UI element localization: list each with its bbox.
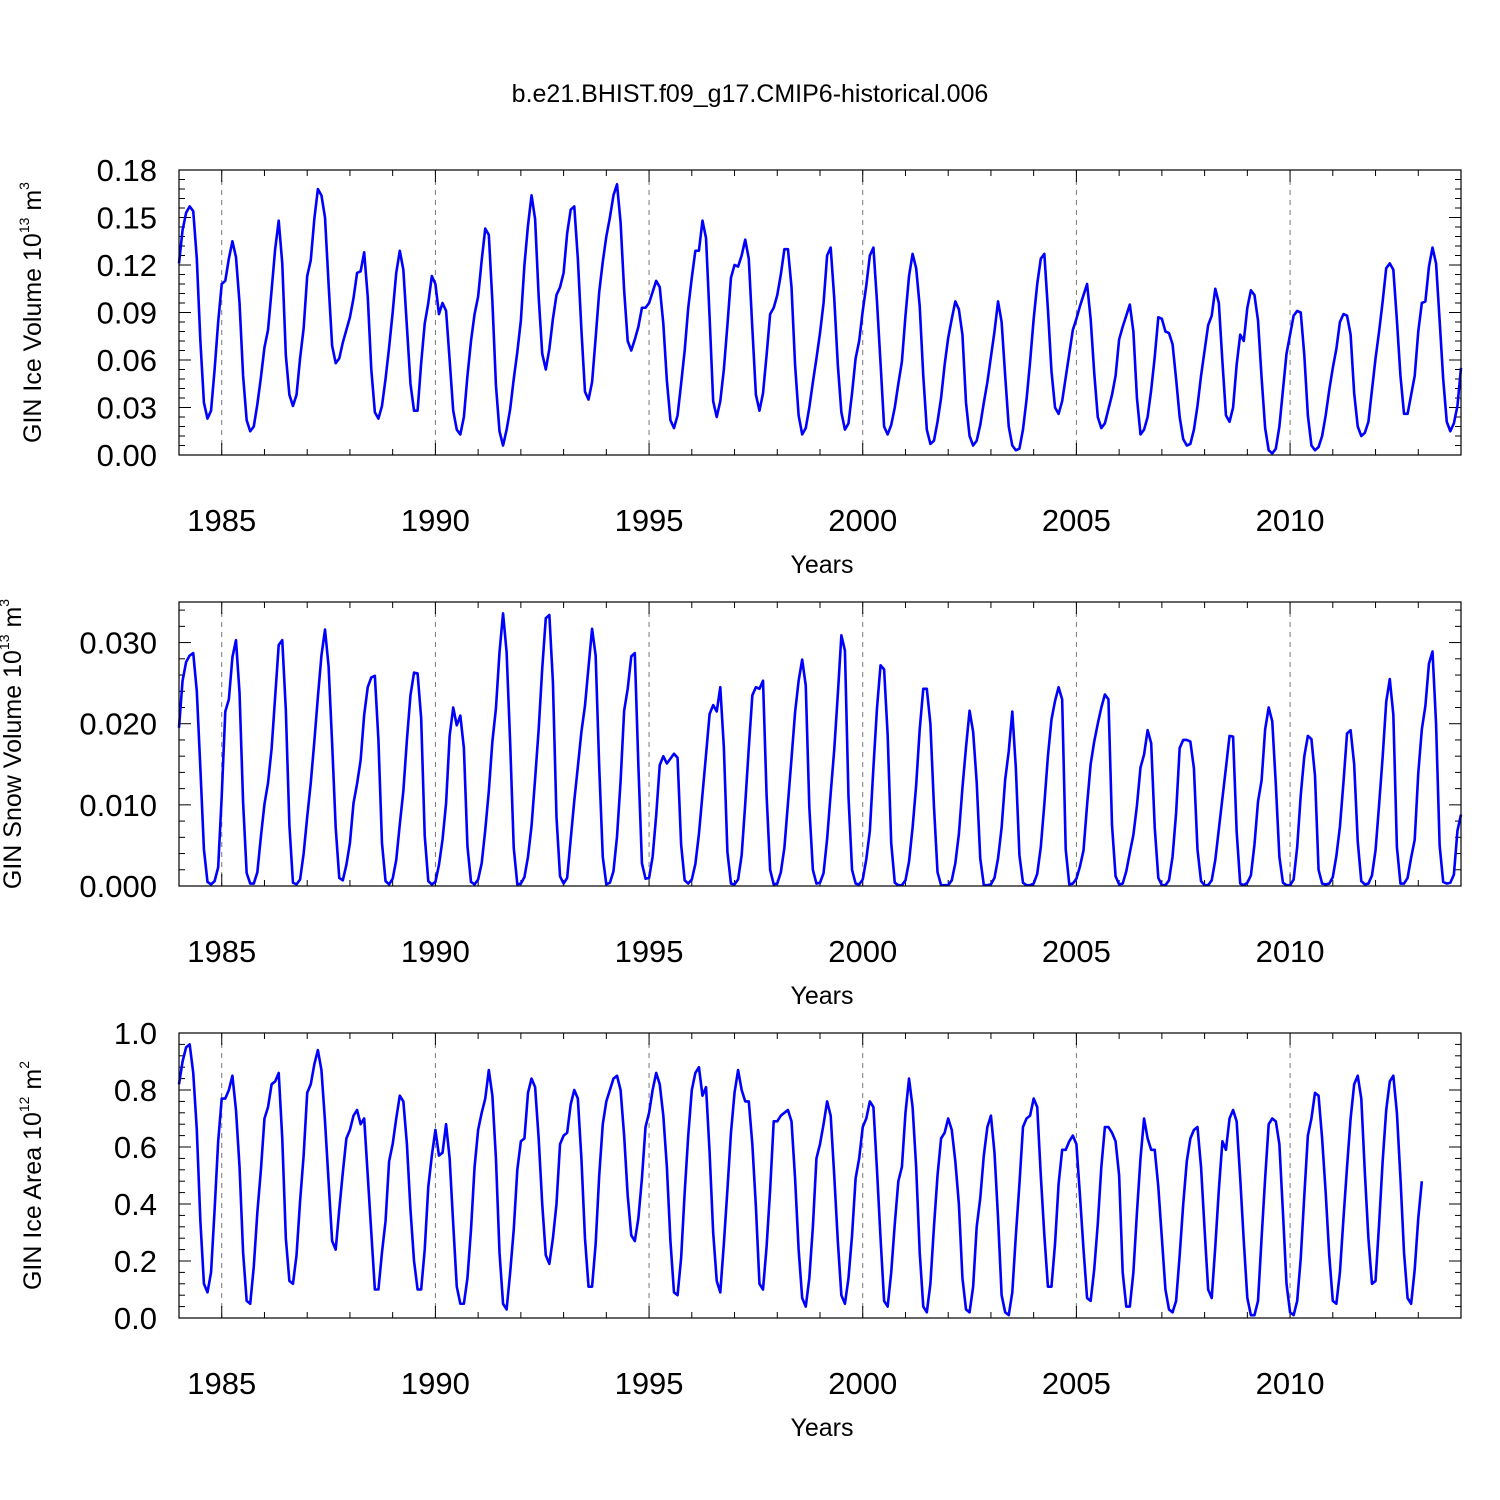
y-axis-label-unit-exponent: 2 bbox=[16, 1061, 32, 1069]
y-tick-label: 0.000 bbox=[79, 869, 157, 904]
y-axis-label-ice-volume: GIN Ice Volume 1013 m3 bbox=[16, 182, 47, 443]
y-tick-label: 0.8 bbox=[114, 1073, 157, 1108]
y-axis-label-exponent: 12 bbox=[16, 1096, 32, 1112]
x-tick-label: 2000 bbox=[828, 934, 897, 969]
x-tick-label: 1995 bbox=[615, 1366, 684, 1401]
y-tick-label: 1.0 bbox=[114, 1016, 157, 1051]
x-tick-label: 1985 bbox=[187, 934, 256, 969]
y-axis-label-exponent: 13 bbox=[16, 217, 32, 233]
x-tick-label: 1990 bbox=[401, 503, 470, 538]
y-tick-label: 0.00 bbox=[97, 438, 157, 473]
x-tick-label: 2005 bbox=[1042, 934, 1111, 969]
panel-ice-volume: GIN Ice Volume 1013 m3 Years 0.00 0.03 0.0… bbox=[16, 153, 1463, 579]
x-tick-label: 1995 bbox=[615, 503, 684, 538]
x-tick-label: 2000 bbox=[828, 503, 897, 538]
x-axis-label-ice-volume: Years bbox=[790, 551, 853, 579]
y-tick-label: 0.03 bbox=[97, 391, 157, 426]
y-axis-label-ice-area: GIN Ice Area 1012 m2 bbox=[16, 1061, 47, 1290]
data-line-ice-volume bbox=[177, 182, 1463, 455]
y-axis-label-snow-volume: GIN Snow Volume 1013 m3 bbox=[0, 599, 27, 889]
y-axis-label-text: GIN Snow Volume 10 bbox=[0, 650, 27, 889]
y-axis-label-unit: m bbox=[19, 190, 47, 218]
y-axis-label-text: GIN Ice Volume 10 bbox=[19, 233, 47, 443]
x-tick-label: 2000 bbox=[828, 1366, 897, 1401]
y-tick-label: 0.0 bbox=[114, 1301, 157, 1336]
y-tick-label: 0.6 bbox=[114, 1130, 157, 1165]
x-tick-label: 1985 bbox=[187, 503, 256, 538]
x-tick-label: 2010 bbox=[1256, 934, 1325, 969]
y-tick-label: 0.4 bbox=[114, 1187, 157, 1222]
y-axis-label-text: GIN Ice Area 10 bbox=[19, 1112, 47, 1290]
y-tick-label: 0.010 bbox=[79, 788, 157, 823]
y-tick-label: 0.18 bbox=[97, 153, 157, 188]
x-tick-label: 2010 bbox=[1256, 1366, 1325, 1401]
x-tick-label: 2010 bbox=[1256, 503, 1325, 538]
y-tick-label: 0.020 bbox=[79, 707, 157, 742]
plot-frame bbox=[178, 169, 1462, 456]
data-line-ice-area bbox=[177, 1043, 1424, 1317]
x-tick-label: 1995 bbox=[615, 934, 684, 969]
x-tick-label: 1990 bbox=[401, 934, 470, 969]
y-tick-label: 0.06 bbox=[97, 343, 157, 378]
panel-ice-area: GIN Ice Area 1012 m2 Years 0.0 0.2 0.4 0.6 0… bbox=[16, 1016, 1462, 1442]
y-tick-label: 0.15 bbox=[97, 201, 157, 236]
plot-frame bbox=[178, 1032, 1462, 1319]
y-axis-label-unit: m bbox=[0, 607, 27, 635]
x-tick-label: 1985 bbox=[187, 1366, 256, 1401]
y-tick-label: 0.2 bbox=[114, 1244, 157, 1279]
x-axis-label-ice-area: Years bbox=[790, 1414, 853, 1442]
panel-snow-volume: GIN Snow Volume 1013 m3 Years 0.000 0.010… bbox=[0, 599, 1463, 1010]
x-tick-label: 2005 bbox=[1042, 1366, 1111, 1401]
y-axis-label-unit: m bbox=[19, 1069, 47, 1097]
data-line-snow-volume bbox=[177, 612, 1463, 887]
x-axis-label-snow-volume: Years bbox=[790, 982, 853, 1010]
y-axis-label-unit-exponent: 3 bbox=[0, 599, 12, 607]
x-tick-label: 2005 bbox=[1042, 503, 1111, 538]
x-tick-label: 1990 bbox=[401, 1366, 470, 1401]
y-tick-label: 0.030 bbox=[79, 626, 157, 661]
y-axis-label-exponent: 13 bbox=[0, 634, 12, 650]
chart-title: b.e21.BHIST.f09_g17.CMIP6-historical.006 bbox=[511, 80, 989, 108]
plot-frame bbox=[178, 601, 1462, 887]
y-tick-label: 0.09 bbox=[97, 296, 157, 331]
y-axis-label-unit-exponent: 3 bbox=[16, 182, 32, 190]
y-tick-label: 0.12 bbox=[97, 248, 157, 283]
